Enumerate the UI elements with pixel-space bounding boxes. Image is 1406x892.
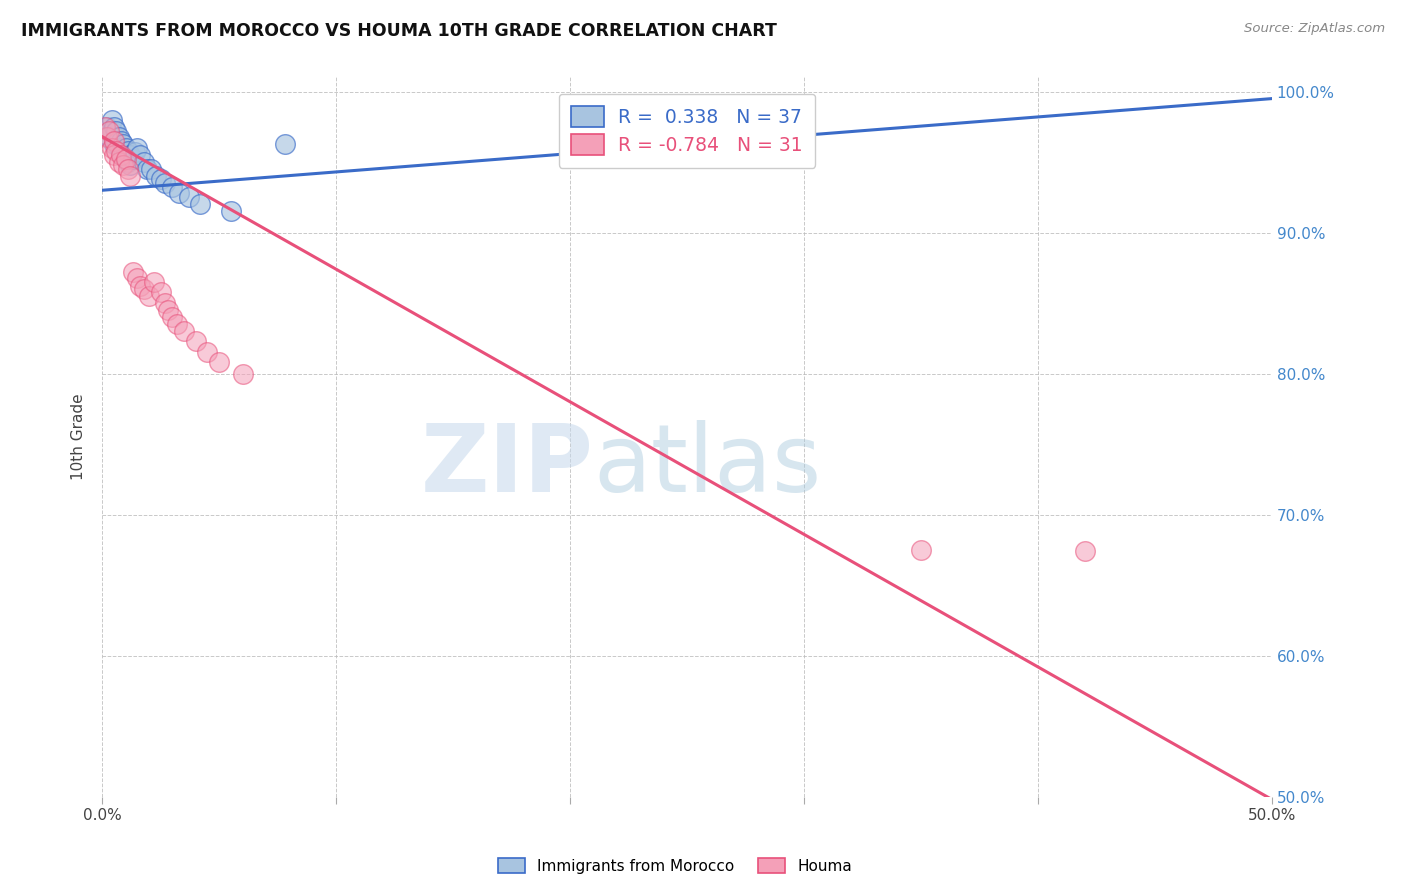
Point [105, 144, 128, 158]
Point [120, 158, 142, 172]
Point [110, 144, 132, 158]
Point [103, 136, 125, 151]
Point [93, 127, 115, 141]
Point [166, 317, 188, 331]
Point [127, 141, 149, 155]
Text: ZIP: ZIP [420, 420, 593, 512]
Legend: R =  0.338   N = 37, R = -0.784   N = 31: R = 0.338 N = 37, R = -0.784 N = 31 [558, 94, 815, 168]
Point [117, 155, 139, 169]
Point [169, 186, 191, 200]
Y-axis label: 10th Grade: 10th Grade [72, 393, 86, 481]
Legend: Immigrants from Morocco, Houma: Immigrants from Morocco, Houma [492, 852, 858, 880]
Point [110, 148, 132, 162]
Point [124, 145, 146, 160]
Point [114, 153, 136, 167]
Point [142, 275, 165, 289]
Point [103, 134, 125, 148]
Point [155, 296, 177, 310]
Point [100, 141, 122, 155]
Point [138, 289, 160, 303]
Point [105, 124, 128, 138]
Point [117, 144, 139, 158]
Point [121, 265, 143, 279]
Point [149, 172, 172, 186]
Point [219, 204, 242, 219]
Point [155, 176, 177, 190]
Point [107, 129, 129, 144]
Point [114, 153, 136, 167]
Point [232, 367, 254, 381]
Point [134, 155, 156, 169]
Point [141, 162, 163, 177]
Point [112, 136, 135, 151]
Point [910, 542, 932, 557]
Point [107, 141, 129, 155]
Point [121, 153, 143, 167]
Point [134, 282, 156, 296]
Point [135, 162, 157, 177]
Point [96, 120, 118, 134]
Point [273, 136, 295, 151]
Point [173, 324, 195, 338]
Point [110, 134, 132, 148]
Point [162, 180, 184, 194]
Point [120, 148, 142, 162]
Point [100, 124, 122, 138]
Text: Source: ZipAtlas.com: Source: ZipAtlas.com [1244, 22, 1385, 36]
Point [145, 169, 167, 183]
Text: IMMIGRANTS FROM MOROCCO VS HOUMA 10TH GRADE CORRELATION CHART: IMMIGRANTS FROM MOROCCO VS HOUMA 10TH GR… [21, 22, 778, 40]
Point [128, 148, 150, 162]
Point [127, 270, 149, 285]
Point [120, 169, 142, 183]
Point [98, 129, 121, 144]
Point [190, 197, 212, 211]
Point [103, 120, 125, 134]
Point [184, 334, 207, 348]
Point [1074, 544, 1097, 558]
Point [112, 148, 135, 162]
Point [128, 279, 150, 293]
Point [100, 112, 122, 127]
Point [112, 158, 135, 172]
Point [98, 124, 121, 138]
Point [197, 345, 219, 359]
Point [114, 141, 136, 155]
Point [162, 310, 184, 325]
Point [117, 162, 139, 177]
Point [177, 190, 200, 204]
Point [105, 134, 128, 148]
Text: atlas: atlas [593, 420, 821, 512]
Point [149, 285, 172, 299]
Point [107, 155, 129, 169]
Point [156, 303, 179, 318]
Point [103, 148, 125, 162]
Point [96, 129, 118, 144]
Point [208, 355, 231, 369]
Point [93, 120, 115, 134]
